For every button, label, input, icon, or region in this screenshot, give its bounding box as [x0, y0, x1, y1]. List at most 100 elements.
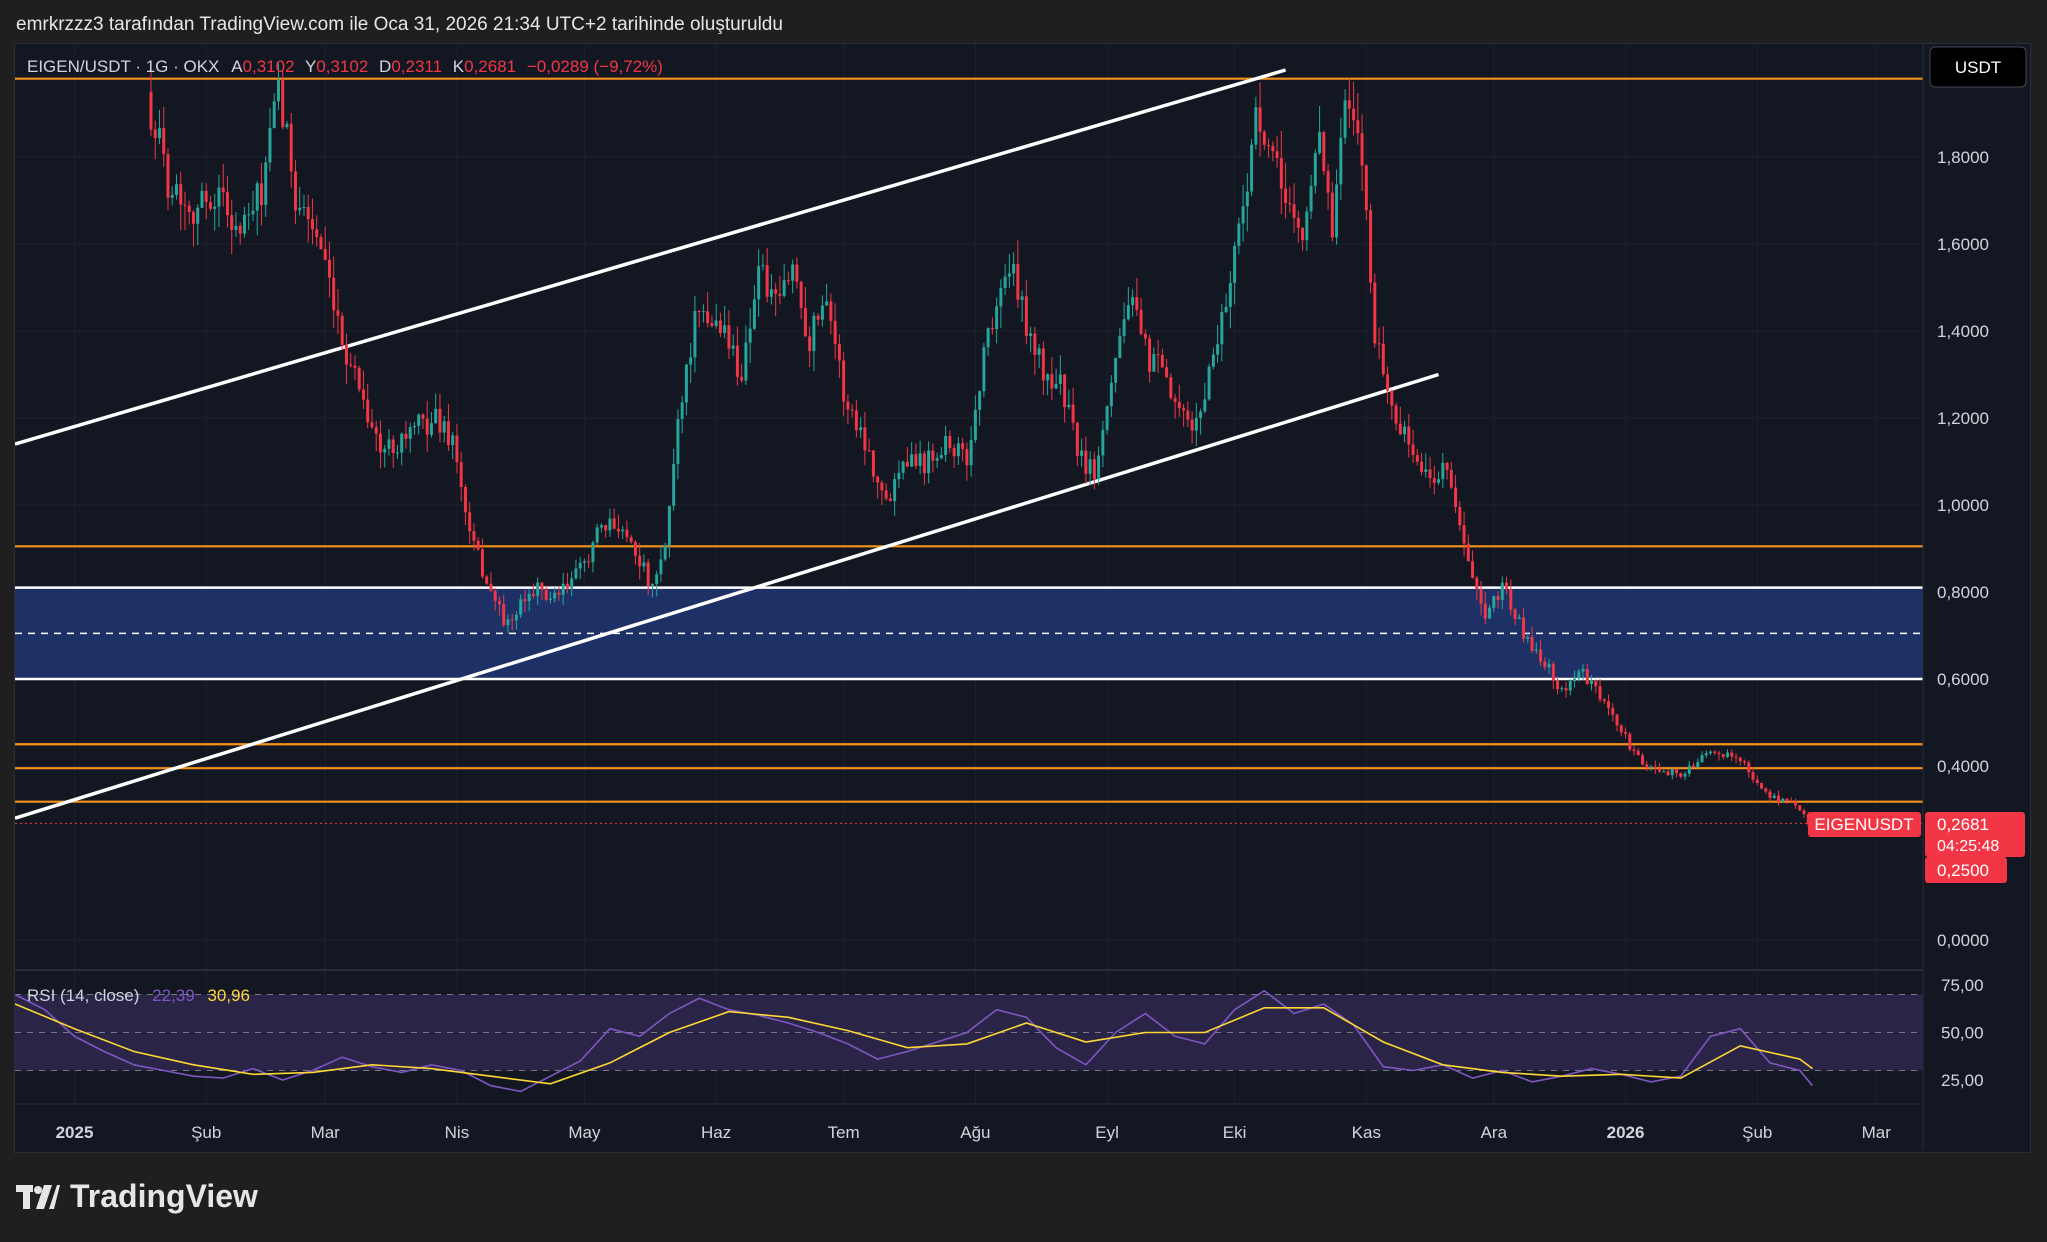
- candle: [340, 312, 344, 351]
- candle: [1449, 461, 1453, 490]
- candle-body: [1237, 223, 1241, 246]
- candle: [1250, 138, 1254, 196]
- candle: [1539, 639, 1543, 666]
- candle-body: [268, 127, 272, 163]
- candle: [1318, 105, 1322, 155]
- candle-body: [689, 357, 693, 365]
- candle: [1356, 93, 1360, 145]
- candle-body: [451, 435, 455, 446]
- candle: [476, 537, 480, 551]
- candle: [1543, 657, 1547, 671]
- price-chart[interactable]: EIGEN/USDT · 1G · OKX A0,3102 Y0,3102 D0…: [0, 0, 2047, 1160]
- candle: [1228, 270, 1232, 329]
- candle: [1700, 751, 1704, 763]
- candle: [1488, 604, 1492, 619]
- price-axis[interactable]: 1,8000 1,6000 1,4000 1,2000 1,0000 0,8000 0,60…: [1937, 148, 1989, 950]
- candle: [506, 614, 510, 634]
- candle-body: [1628, 733, 1632, 750]
- candle-body: [1738, 757, 1742, 762]
- candle: [595, 523, 599, 546]
- candle-body: [1709, 751, 1713, 754]
- candle: [710, 315, 714, 328]
- candle: [1207, 363, 1211, 401]
- candle-body: [1275, 151, 1279, 159]
- candle-body: [591, 542, 595, 563]
- candle: [1687, 760, 1691, 777]
- candle-body: [1203, 399, 1207, 412]
- candle: [612, 508, 616, 530]
- candle-body: [179, 184, 183, 205]
- candle: [298, 186, 302, 216]
- candle-body: [1471, 561, 1475, 578]
- rsi-axis[interactable]: 75,00 50,00 25,00: [1941, 976, 1984, 1090]
- candle: [1148, 334, 1152, 383]
- candle: [604, 524, 608, 538]
- candle: [1097, 446, 1101, 485]
- candle-body: [1343, 100, 1347, 138]
- channel-lines: [15, 68, 1440, 820]
- candle: [1126, 286, 1130, 321]
- candle: [1296, 210, 1300, 243]
- time-tick-label: Şub: [1742, 1123, 1772, 1142]
- candle: [880, 480, 884, 506]
- candle-body: [1063, 374, 1067, 408]
- time-axis[interactable]: 2025 Şub Mar Nis May Haz Tem Ağu Eyl Eki Kas Ara 202…: [56, 1123, 1892, 1142]
- candle-body: [1194, 417, 1198, 431]
- candle: [391, 435, 395, 468]
- candle-body: [540, 582, 544, 590]
- candle-body: [1173, 398, 1177, 402]
- candle-body: [1594, 680, 1598, 687]
- candle-body: [1488, 607, 1492, 619]
- candle: [982, 342, 986, 398]
- candle: [574, 559, 578, 581]
- candle-body: [1789, 800, 1793, 802]
- candle: [536, 577, 540, 605]
- candle-body: [493, 590, 497, 601]
- candle-body: [701, 311, 705, 313]
- candle: [162, 106, 166, 167]
- candle-body: [1658, 768, 1662, 772]
- candle-body: [1339, 137, 1343, 185]
- candle-body: [285, 123, 289, 128]
- candle-body: [1369, 210, 1373, 283]
- candle-body: [531, 593, 535, 596]
- rsi-tick-label: 75,00: [1941, 976, 1984, 995]
- candle: [1726, 749, 1730, 759]
- candle-body: [174, 184, 178, 195]
- candle-body: [744, 342, 748, 381]
- candle: [446, 403, 450, 451]
- candle-body: [1288, 202, 1292, 205]
- candle: [1386, 366, 1390, 404]
- candle: [285, 120, 289, 130]
- candle-body: [183, 204, 187, 206]
- candle-body: [1305, 211, 1309, 241]
- candle-body: [425, 418, 429, 435]
- candle: [1645, 760, 1649, 772]
- candle-body: [1029, 333, 1033, 336]
- candle: [978, 390, 982, 426]
- candle: [786, 271, 790, 285]
- candle: [366, 383, 370, 429]
- candle-body: [1245, 191, 1249, 207]
- candle-body: [366, 399, 370, 423]
- candle: [1683, 771, 1687, 780]
- candle-body: [1356, 120, 1360, 134]
- candle-body: [625, 529, 629, 538]
- brand-logo[interactable]: TradingView: [16, 1178, 258, 1215]
- candle-body: [1092, 459, 1096, 480]
- time-tick-label: Nis: [445, 1123, 470, 1142]
- candle: [748, 308, 752, 363]
- candle-body: [315, 229, 319, 238]
- candle: [1182, 403, 1186, 427]
- candle: [1267, 138, 1271, 158]
- candle: [1284, 162, 1288, 219]
- candle: [1352, 81, 1356, 136]
- candle-body: [468, 512, 472, 532]
- candle: [264, 156, 268, 218]
- candle-body: [383, 448, 387, 453]
- candle-body: [1496, 596, 1500, 600]
- candle-body: [1551, 663, 1555, 681]
- candle: [757, 249, 761, 317]
- candle: [655, 570, 659, 597]
- currency-button[interactable]: USDT: [1929, 46, 2027, 88]
